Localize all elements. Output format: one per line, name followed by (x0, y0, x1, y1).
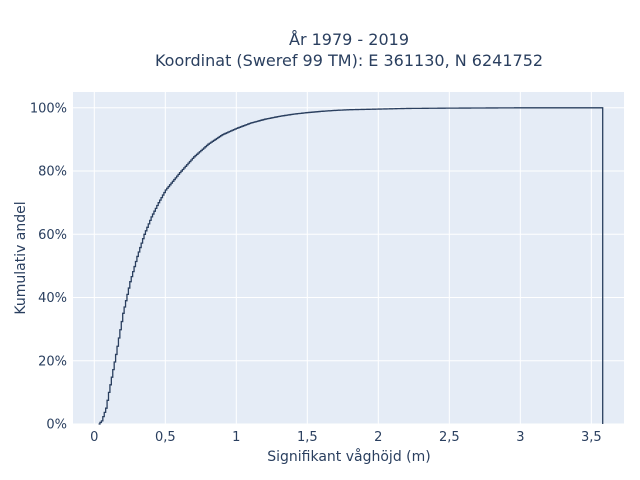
y-axis-ticks: 0% 20% 40% 60% 80% 100% (30, 101, 67, 432)
x-tick-label: 1,5 (297, 430, 318, 445)
x-tick-label: 0,5 (155, 430, 176, 445)
plot-area (73, 92, 624, 424)
y-tick-label: 100% (30, 101, 67, 116)
x-tick-label: 0 (90, 430, 98, 445)
x-tick-label: 3 (516, 430, 524, 445)
y-gridlines (73, 107, 624, 425)
y-tick-label: 60% (38, 228, 67, 243)
cdf-series-line (98, 107, 604, 425)
y-tick-label: 20% (38, 354, 67, 369)
x-axis-ticks: 0 0,5 1 1,5 2 2,5 3 3,5 (90, 430, 602, 445)
x-gridlines (93, 92, 592, 424)
x-tick-label: 1 (232, 430, 240, 445)
y-axis-label: Kumulativ andel (13, 201, 29, 314)
y-tick-label: 40% (38, 291, 67, 306)
x-tick-label: 3,5 (581, 430, 602, 445)
x-tick-label: 2,5 (439, 430, 460, 445)
y-tick-label: 0% (46, 418, 67, 433)
x-axis-label: Signifikant våghöjd (m) (267, 448, 430, 465)
x-tick-label: 2 (374, 430, 382, 445)
chart-title-line-1: År 1979 - 2019 (289, 30, 409, 49)
chart-title-line-2: Koordinat (Sweref 99 TM): E 361130, N 62… (155, 51, 543, 70)
y-tick-label: 80% (38, 165, 67, 180)
